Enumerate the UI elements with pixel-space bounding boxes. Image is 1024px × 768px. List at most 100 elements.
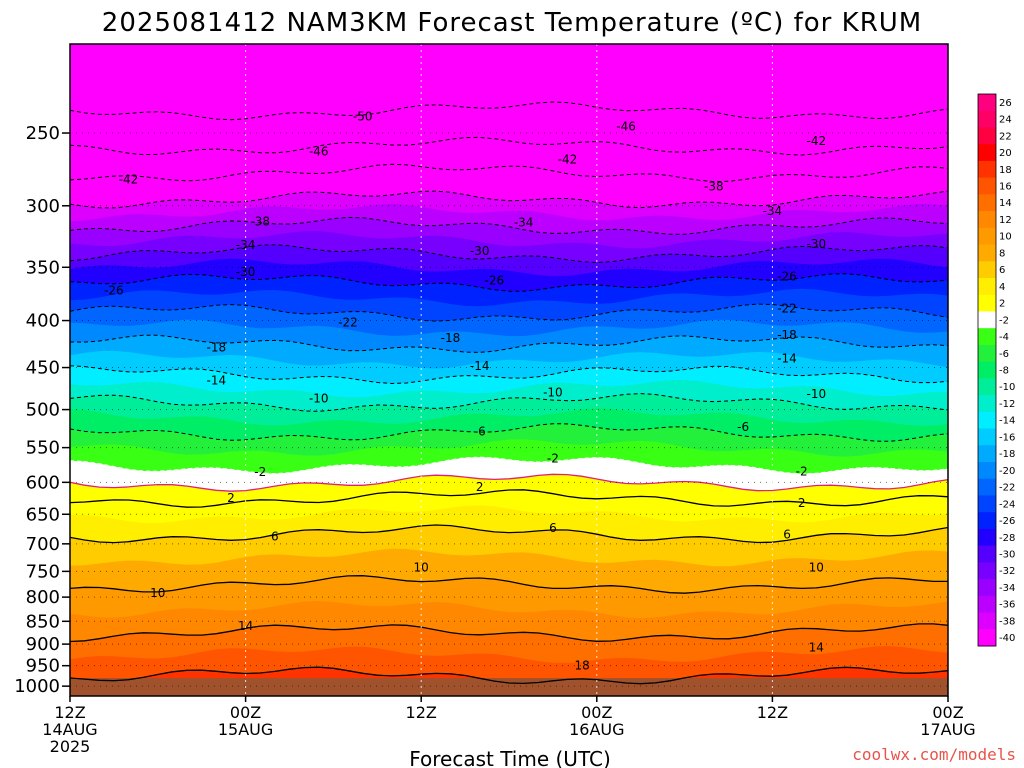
colorbar-swatch bbox=[978, 160, 996, 179]
contour-label: -42 bbox=[119, 173, 139, 187]
contour-label: 18 bbox=[575, 659, 590, 673]
colorbar-label: -22 bbox=[999, 483, 1015, 494]
colorbar-swatch bbox=[978, 328, 996, 346]
colorbar-label: 14 bbox=[999, 198, 1012, 209]
colorbar-label: 20 bbox=[999, 148, 1012, 159]
colorbar-swatch bbox=[978, 177, 996, 195]
contour-label: 2 bbox=[798, 496, 806, 510]
freezing-line bbox=[69, 473, 949, 492]
colorbar-swatch bbox=[978, 545, 996, 563]
grid-lines bbox=[69, 44, 949, 696]
contour-line bbox=[69, 456, 949, 475]
plot-area: -50 -46 -46 -42 -42 -42 -38 -38 -34 -34 -34 -30 -30 -… bbox=[69, 43, 949, 697]
contour-label: 6 bbox=[271, 529, 279, 543]
y-axis-ticks: 2503003504004505005506006507007508008509… bbox=[14, 123, 70, 697]
x-tick-label: 17AUG bbox=[920, 720, 975, 739]
contour-label: -14 bbox=[470, 359, 490, 373]
credit-text: coolwx.com/models bbox=[852, 745, 1016, 764]
colorbar-swatch bbox=[978, 528, 996, 547]
ground-shading bbox=[70, 678, 948, 696]
colorbar-label: 18 bbox=[999, 165, 1012, 176]
contour-label: -30 bbox=[806, 237, 826, 251]
colorbar-label: -14 bbox=[999, 416, 1015, 427]
colorbar-label: 6 bbox=[999, 265, 1005, 276]
y-tick-label: 850 bbox=[26, 611, 60, 632]
colorbar-label: -16 bbox=[999, 432, 1015, 443]
contour-line bbox=[69, 303, 949, 322]
colorbar-swatch bbox=[978, 211, 996, 229]
contour-line bbox=[69, 101, 949, 121]
y-tick-label: 250 bbox=[26, 123, 60, 144]
y-tick-label: 300 bbox=[26, 196, 60, 217]
colorbar-label: 2 bbox=[999, 299, 1005, 310]
contour-line bbox=[69, 393, 949, 412]
contour-line bbox=[69, 623, 949, 643]
x-tick-label: 14AUG bbox=[42, 720, 97, 739]
contour-label: 10 bbox=[809, 561, 824, 575]
contour-label: -34 bbox=[236, 238, 256, 252]
contour-label: -10 bbox=[543, 385, 563, 399]
contour-label: -34 bbox=[763, 204, 783, 218]
y-tick-label: 650 bbox=[26, 504, 60, 525]
x-tick-label: 00Z bbox=[932, 703, 963, 722]
x-tick-label: 16AUG bbox=[569, 720, 624, 739]
colorbar-swatch bbox=[978, 562, 996, 580]
colorbar-swatch bbox=[978, 194, 996, 212]
colorbar-label: -12 bbox=[999, 399, 1015, 410]
colorbar-swatch bbox=[978, 294, 996, 312]
contour-label: -26 bbox=[104, 284, 124, 298]
colorbar-swatch bbox=[978, 395, 996, 413]
colorbar-swatch bbox=[978, 110, 996, 128]
contour-label: -18 bbox=[441, 331, 461, 345]
y-tick-label: 500 bbox=[26, 400, 60, 421]
contour-label: -42 bbox=[558, 152, 578, 166]
contour-label: -10 bbox=[309, 391, 329, 405]
colorbar-swatch bbox=[978, 445, 996, 463]
contour-label: -10 bbox=[806, 387, 826, 401]
contour-label: -30 bbox=[470, 244, 490, 258]
colorbar-label: -20 bbox=[999, 466, 1015, 477]
contour-line bbox=[69, 273, 949, 292]
y-tick-label: 950 bbox=[26, 656, 60, 677]
y-tick-label: 450 bbox=[26, 358, 60, 379]
colorbar-frame bbox=[977, 93, 997, 647]
colorbar-swatch bbox=[978, 227, 996, 246]
contour-line bbox=[69, 163, 949, 183]
colorbar-swatch bbox=[978, 495, 996, 513]
colorbar-swatch bbox=[978, 361, 996, 379]
contour-label: -42 bbox=[806, 134, 826, 148]
contour-line bbox=[69, 334, 949, 353]
colorbar-label: -36 bbox=[999, 600, 1015, 611]
contour-label: -6 bbox=[737, 420, 749, 434]
contour-label: 10 bbox=[150, 586, 165, 600]
contour-line bbox=[69, 136, 949, 156]
colorbar-label: -28 bbox=[999, 533, 1015, 544]
contour-label: -46 bbox=[309, 145, 329, 159]
contour-line bbox=[69, 190, 949, 209]
colorbar-label: 4 bbox=[999, 282, 1005, 293]
temperature-fill-bands bbox=[70, 44, 948, 697]
contour-line bbox=[69, 524, 949, 544]
contour-label: -50 bbox=[353, 110, 373, 124]
contour-label: -38 bbox=[704, 180, 724, 194]
contour-line bbox=[69, 216, 949, 235]
colorbar-label: -32 bbox=[999, 566, 1015, 577]
colorbar-label: -4 bbox=[999, 332, 1009, 343]
colorbar-label: 24 bbox=[999, 115, 1012, 126]
colorbar-label: -24 bbox=[999, 499, 1015, 510]
y-tick-label: 900 bbox=[26, 634, 60, 655]
colorbar-swatch bbox=[978, 311, 996, 329]
colorbar-legend: 26 24 22 20 18 16 14 12 10 8 6 4 2 -2 -4 -6 -8 -10 -12 -14 -… bbox=[977, 93, 1015, 647]
y-tick-label: 400 bbox=[26, 311, 60, 332]
contour-label: -18 bbox=[777, 328, 797, 342]
x-tick-label: 12Z bbox=[406, 703, 437, 722]
colorbar-swatch bbox=[978, 94, 996, 112]
colorbar-swatch bbox=[978, 127, 996, 145]
contour-label: -18 bbox=[207, 341, 227, 355]
contour-lines bbox=[69, 101, 949, 685]
contour-label: -14 bbox=[207, 374, 227, 388]
colorbar-swatch bbox=[978, 428, 996, 446]
contour-label: -38 bbox=[250, 214, 270, 228]
colorbar-swatch bbox=[978, 278, 996, 296]
